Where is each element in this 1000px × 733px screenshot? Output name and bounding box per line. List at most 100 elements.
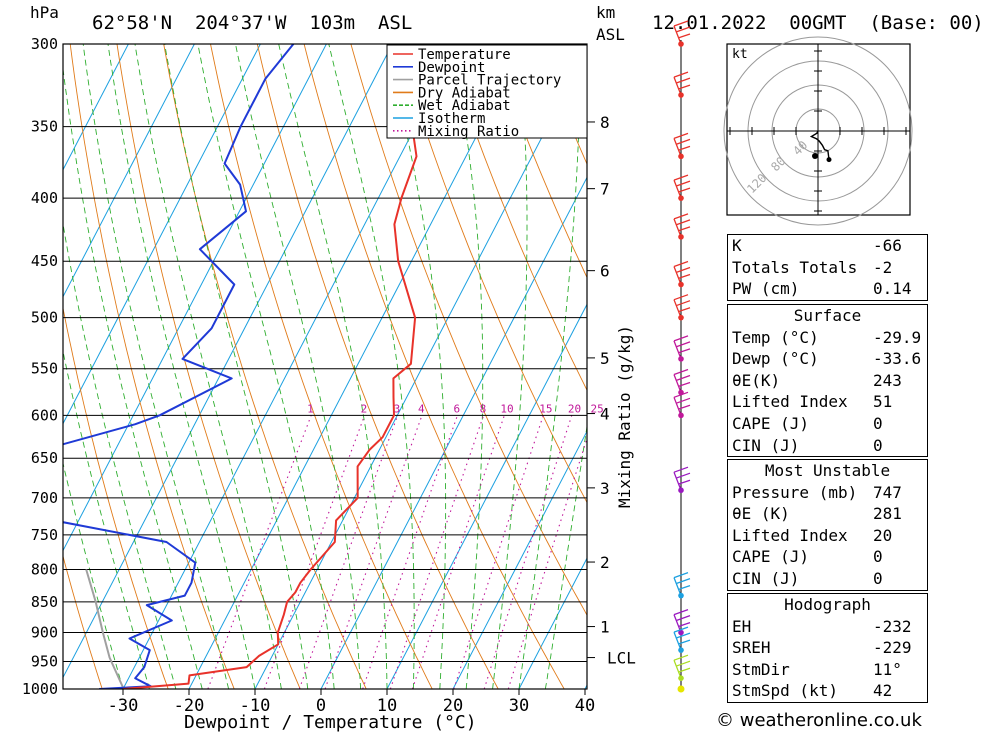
stat-label: θE (K) (732, 504, 790, 524)
stat-value: -229 (873, 638, 912, 658)
legend-box (386, 44, 588, 139)
stat-label: Dewp (°C) (732, 349, 819, 369)
pressure-tick-label: 450 (31, 252, 58, 270)
isotherm-line (452, 430, 587, 689)
stat-value: -29.9 (873, 327, 922, 347)
stat-label: CAPE (J) (732, 413, 810, 433)
height-tick-label: 8 (600, 113, 610, 132)
legend-label: Wet Adiabat (418, 98, 511, 114)
legend-label: Dewpoint (418, 60, 485, 76)
dry-adiabat-line (163, 44, 367, 689)
mixing-ratio-line (411, 415, 505, 689)
wet-adiabat-line (197, 44, 335, 689)
legend-label: Temperature (418, 47, 511, 63)
stat-label: EH (732, 616, 752, 636)
dry-adiabat-line (63, 554, 103, 689)
stat-row: CAPE (J) 0 (728, 413, 927, 435)
stat-row-totals: Totals Totals -2 (728, 257, 927, 279)
mixing-ratio-label: 10 (500, 402, 513, 415)
pressure-unit-label: hPa (30, 3, 59, 22)
hodograph-unit: kt (732, 47, 748, 62)
isotherm-line (386, 303, 587, 689)
credit-link[interactable]: © weatheronline.co.uk (716, 710, 922, 731)
stat-row: θE(K) 243 (728, 370, 927, 392)
isotherm-line (518, 557, 587, 689)
isobar-lines (63, 43, 587, 690)
wind-barb (673, 368, 691, 393)
stat-value: 0.14 (873, 279, 912, 299)
surface-table: Surface Temp (°C) -29.9 Dewp (°C) -33.6 θE… (727, 304, 928, 458)
wet-adiabat-line (450, 44, 484, 689)
legend-label: Mixing Ratio (418, 124, 519, 140)
height-unit-top: km (596, 3, 615, 22)
stat-row: Pressure (mb) 747 (728, 482, 927, 504)
height-tick-label: 2 (600, 553, 610, 572)
dry-adiabat-line (350, 44, 587, 617)
pressure-tick-label: 350 (31, 118, 58, 136)
wind-surface-dot (677, 685, 685, 693)
mixing-ratio-labels: 1 2 3 4 6 8 10 15 20 25 (307, 402, 604, 415)
x-tick-label: -30 (108, 696, 139, 716)
wet-adiabat-line (518, 44, 581, 689)
mixing-ratio-line (207, 415, 312, 689)
stat-value: 42 (873, 681, 893, 701)
stat-value: 747 (873, 482, 902, 502)
wind-barb (673, 626, 691, 651)
stat-label: Lifted Index (732, 392, 848, 412)
isotherm-line (63, 44, 393, 679)
stat-value: 0 (873, 547, 883, 567)
right-axis-title: Mixing Ratio (g/kg) (615, 325, 634, 508)
pressure-tick-label: 500 (31, 309, 58, 327)
mixing-ratio-label: 2 (361, 402, 368, 415)
stat-row: Temp (°C) -29.9 (728, 327, 927, 349)
wind-level-dot (678, 487, 684, 494)
pressure-tick-label: 900 (31, 624, 58, 642)
wind-barb (673, 335, 691, 360)
stat-label: Pressure (mb) (732, 482, 858, 502)
stat-row-k: K -66 (728, 235, 927, 257)
mixing-ratio-line (389, 415, 485, 689)
stat-label: StmDir (732, 659, 790, 679)
indices-table: K -66 Totals Totals -2 PW (cm) 0.14 (727, 234, 928, 301)
stat-label: Temp (°C) (732, 327, 819, 347)
location-label: 62°58'N 204°37'W 103m ASL (92, 12, 412, 34)
stat-row: CIN (J) 0 (728, 568, 927, 590)
stat-value: 243 (873, 370, 902, 390)
x-tick-label: 40 (575, 696, 595, 716)
hodograph-title: Hodograph (784, 595, 871, 614)
parcel-trajectory-line (85, 569, 125, 689)
wind-barb (673, 213, 691, 238)
hodograph-end-dot (826, 157, 832, 163)
stat-row: CAPE (J) 0 (728, 546, 927, 568)
x-tick-label: 0 (316, 696, 326, 716)
isotherm-line (63, 44, 327, 552)
x-axis-title: Dewpoint / Temperature (°C) (184, 712, 477, 733)
most-unstable-title: Most Unstable (764, 461, 891, 480)
storm-motion-dot (812, 153, 818, 159)
wind-barb (673, 260, 691, 285)
mixing-ratio-line (362, 415, 459, 689)
pressure-tick-label: 400 (31, 189, 58, 207)
isotherm-line (254, 49, 587, 689)
wet-adiabat-line (386, 44, 447, 689)
mixing-ratio-line (483, 415, 573, 689)
stat-value: -232 (873, 616, 912, 636)
mixing-ratio-label: 4 (418, 402, 425, 415)
isotherm-line (320, 176, 587, 689)
stat-value: 20 (873, 525, 893, 545)
wet-adiabat-line (63, 461, 124, 689)
wet-adiabat-line (492, 44, 528, 689)
x-tick-label: 20 (443, 696, 463, 716)
profile-lines (63, 44, 427, 689)
pressure-tick-label: 650 (31, 449, 58, 467)
stat-row: EH -232 (728, 616, 927, 638)
stat-row: CIN (J) 0 (728, 435, 927, 457)
stat-value: 0 (873, 568, 883, 588)
pressure-tick-label: 550 (31, 360, 58, 378)
stat-row: θE (K) 281 (728, 503, 927, 525)
height-tick-label: 3 (600, 479, 610, 498)
stat-label: SREH (732, 638, 771, 658)
isotherm-line (122, 44, 459, 689)
